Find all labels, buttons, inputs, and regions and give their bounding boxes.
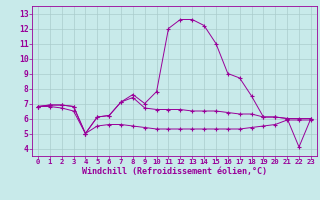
X-axis label: Windchill (Refroidissement éolien,°C): Windchill (Refroidissement éolien,°C)	[82, 167, 267, 176]
